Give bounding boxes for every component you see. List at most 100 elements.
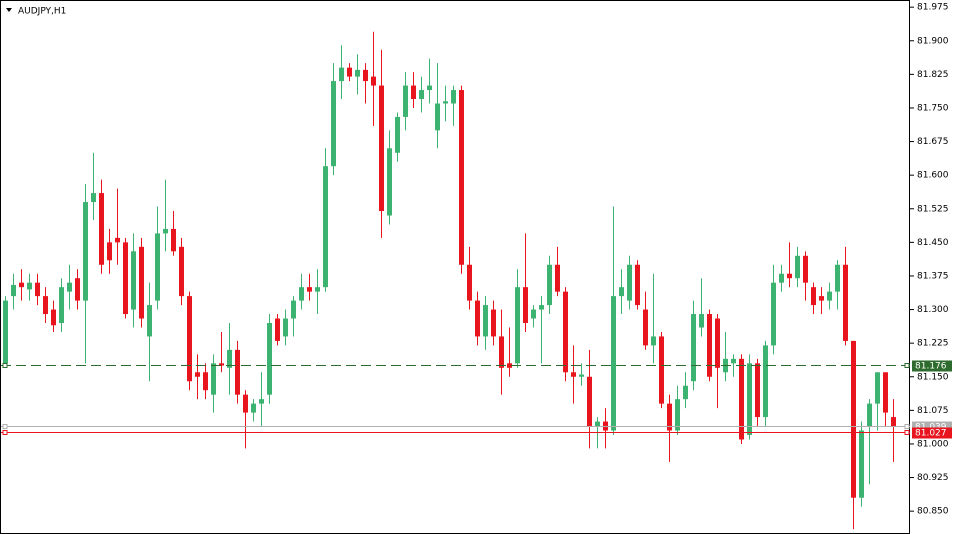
candle-body <box>59 287 64 323</box>
candle-body <box>587 376 592 427</box>
candle-body <box>819 296 824 301</box>
y-tick-label: 81.675 <box>917 137 949 147</box>
candle-body <box>699 314 704 328</box>
candle-body <box>27 282 32 290</box>
candle-body <box>211 363 216 395</box>
candle-body <box>155 233 160 301</box>
plot-frame <box>0 0 910 534</box>
candle-body <box>867 403 872 427</box>
candle-body <box>259 399 264 404</box>
candle-body <box>75 278 80 301</box>
candle-body <box>355 69 360 77</box>
y-tick-label: 81.450 <box>917 238 949 248</box>
candle-body <box>291 300 296 319</box>
candle-body <box>571 372 576 377</box>
candle-body <box>459 90 464 265</box>
level-marker <box>904 430 910 435</box>
chart-title: AUDJPY,H1 <box>18 7 66 17</box>
candle-body <box>627 264 632 301</box>
candle-body <box>91 193 96 203</box>
candle-body <box>811 287 816 306</box>
candle-body <box>515 287 520 364</box>
y-tick-label: 81.825 <box>917 70 949 80</box>
candle-body <box>107 242 112 261</box>
candle-body <box>851 340 856 498</box>
candle-body <box>555 264 560 292</box>
candle-body <box>3 300 8 364</box>
candle-body <box>307 287 312 292</box>
candle-body <box>683 385 688 400</box>
candle-body <box>675 399 680 431</box>
y-tick-label: 81.750 <box>917 103 949 113</box>
candle-body <box>227 349 232 368</box>
candle-body <box>611 296 616 431</box>
candle-body <box>539 305 544 310</box>
candle-body <box>35 282 40 297</box>
y-tick-label: 80.850 <box>917 507 949 517</box>
candle-body <box>99 193 104 265</box>
level-label-bg <box>912 421 952 433</box>
candle-body <box>251 403 256 413</box>
candle-body <box>467 264 472 301</box>
candle-body <box>547 264 552 306</box>
candle-body <box>179 246 184 297</box>
candle-body <box>739 358 744 440</box>
candle-body <box>563 291 568 373</box>
candle-body <box>43 296 48 315</box>
candle-body <box>491 309 496 337</box>
candle-body <box>507 363 512 368</box>
candle-body <box>371 76 376 86</box>
candle-body <box>771 282 776 346</box>
candle-body <box>531 309 536 319</box>
candle-body <box>83 202 88 301</box>
candle-body <box>123 242 128 315</box>
candle-body <box>635 264 640 306</box>
candle-body <box>11 284 16 297</box>
candle-body <box>483 305 488 337</box>
level-marker <box>2 363 8 368</box>
y-tick-label: 81.525 <box>917 204 949 214</box>
candle-body <box>427 85 432 91</box>
candle-body <box>835 264 840 292</box>
level-label: 81.176 <box>915 362 947 372</box>
candle-body <box>403 85 408 117</box>
candle-body <box>891 417 896 427</box>
y-tick-label: 81.300 <box>917 305 949 315</box>
level-label-bg <box>912 427 952 439</box>
y-tick-label: 81.900 <box>917 36 949 46</box>
candle-body <box>115 237 120 243</box>
candle-body <box>19 282 24 288</box>
candle-body <box>779 273 784 283</box>
candle-body <box>795 255 800 279</box>
candle-body <box>523 287 528 323</box>
candle-body <box>411 85 416 100</box>
candle-body <box>475 300 480 337</box>
candle-body <box>299 287 304 301</box>
candle-body <box>187 296 192 382</box>
candle-body <box>395 116 400 153</box>
candle-body <box>883 372 888 413</box>
candle-body <box>707 314 712 377</box>
candle-body <box>235 349 240 395</box>
y-tick-label: 81.000 <box>917 439 949 449</box>
candle-body <box>243 394 248 413</box>
candle-body <box>51 309 56 326</box>
candle-body <box>747 363 752 435</box>
candle-body <box>267 322 272 395</box>
y-tick-label: 80.925 <box>917 473 949 483</box>
candle-body <box>875 372 880 404</box>
level-marker <box>2 424 8 429</box>
candle-body <box>651 336 656 346</box>
candle-body <box>323 166 328 288</box>
level-marker <box>904 424 910 429</box>
candle-body <box>131 251 136 310</box>
candle-body <box>387 148 392 216</box>
candle-body <box>331 81 336 167</box>
candle-body <box>171 228 176 252</box>
candle-body <box>763 345 768 418</box>
candle-body <box>499 336 504 368</box>
candle-body <box>315 287 320 292</box>
y-tick-label: 81.075 <box>917 406 949 416</box>
candle-body <box>731 358 736 364</box>
